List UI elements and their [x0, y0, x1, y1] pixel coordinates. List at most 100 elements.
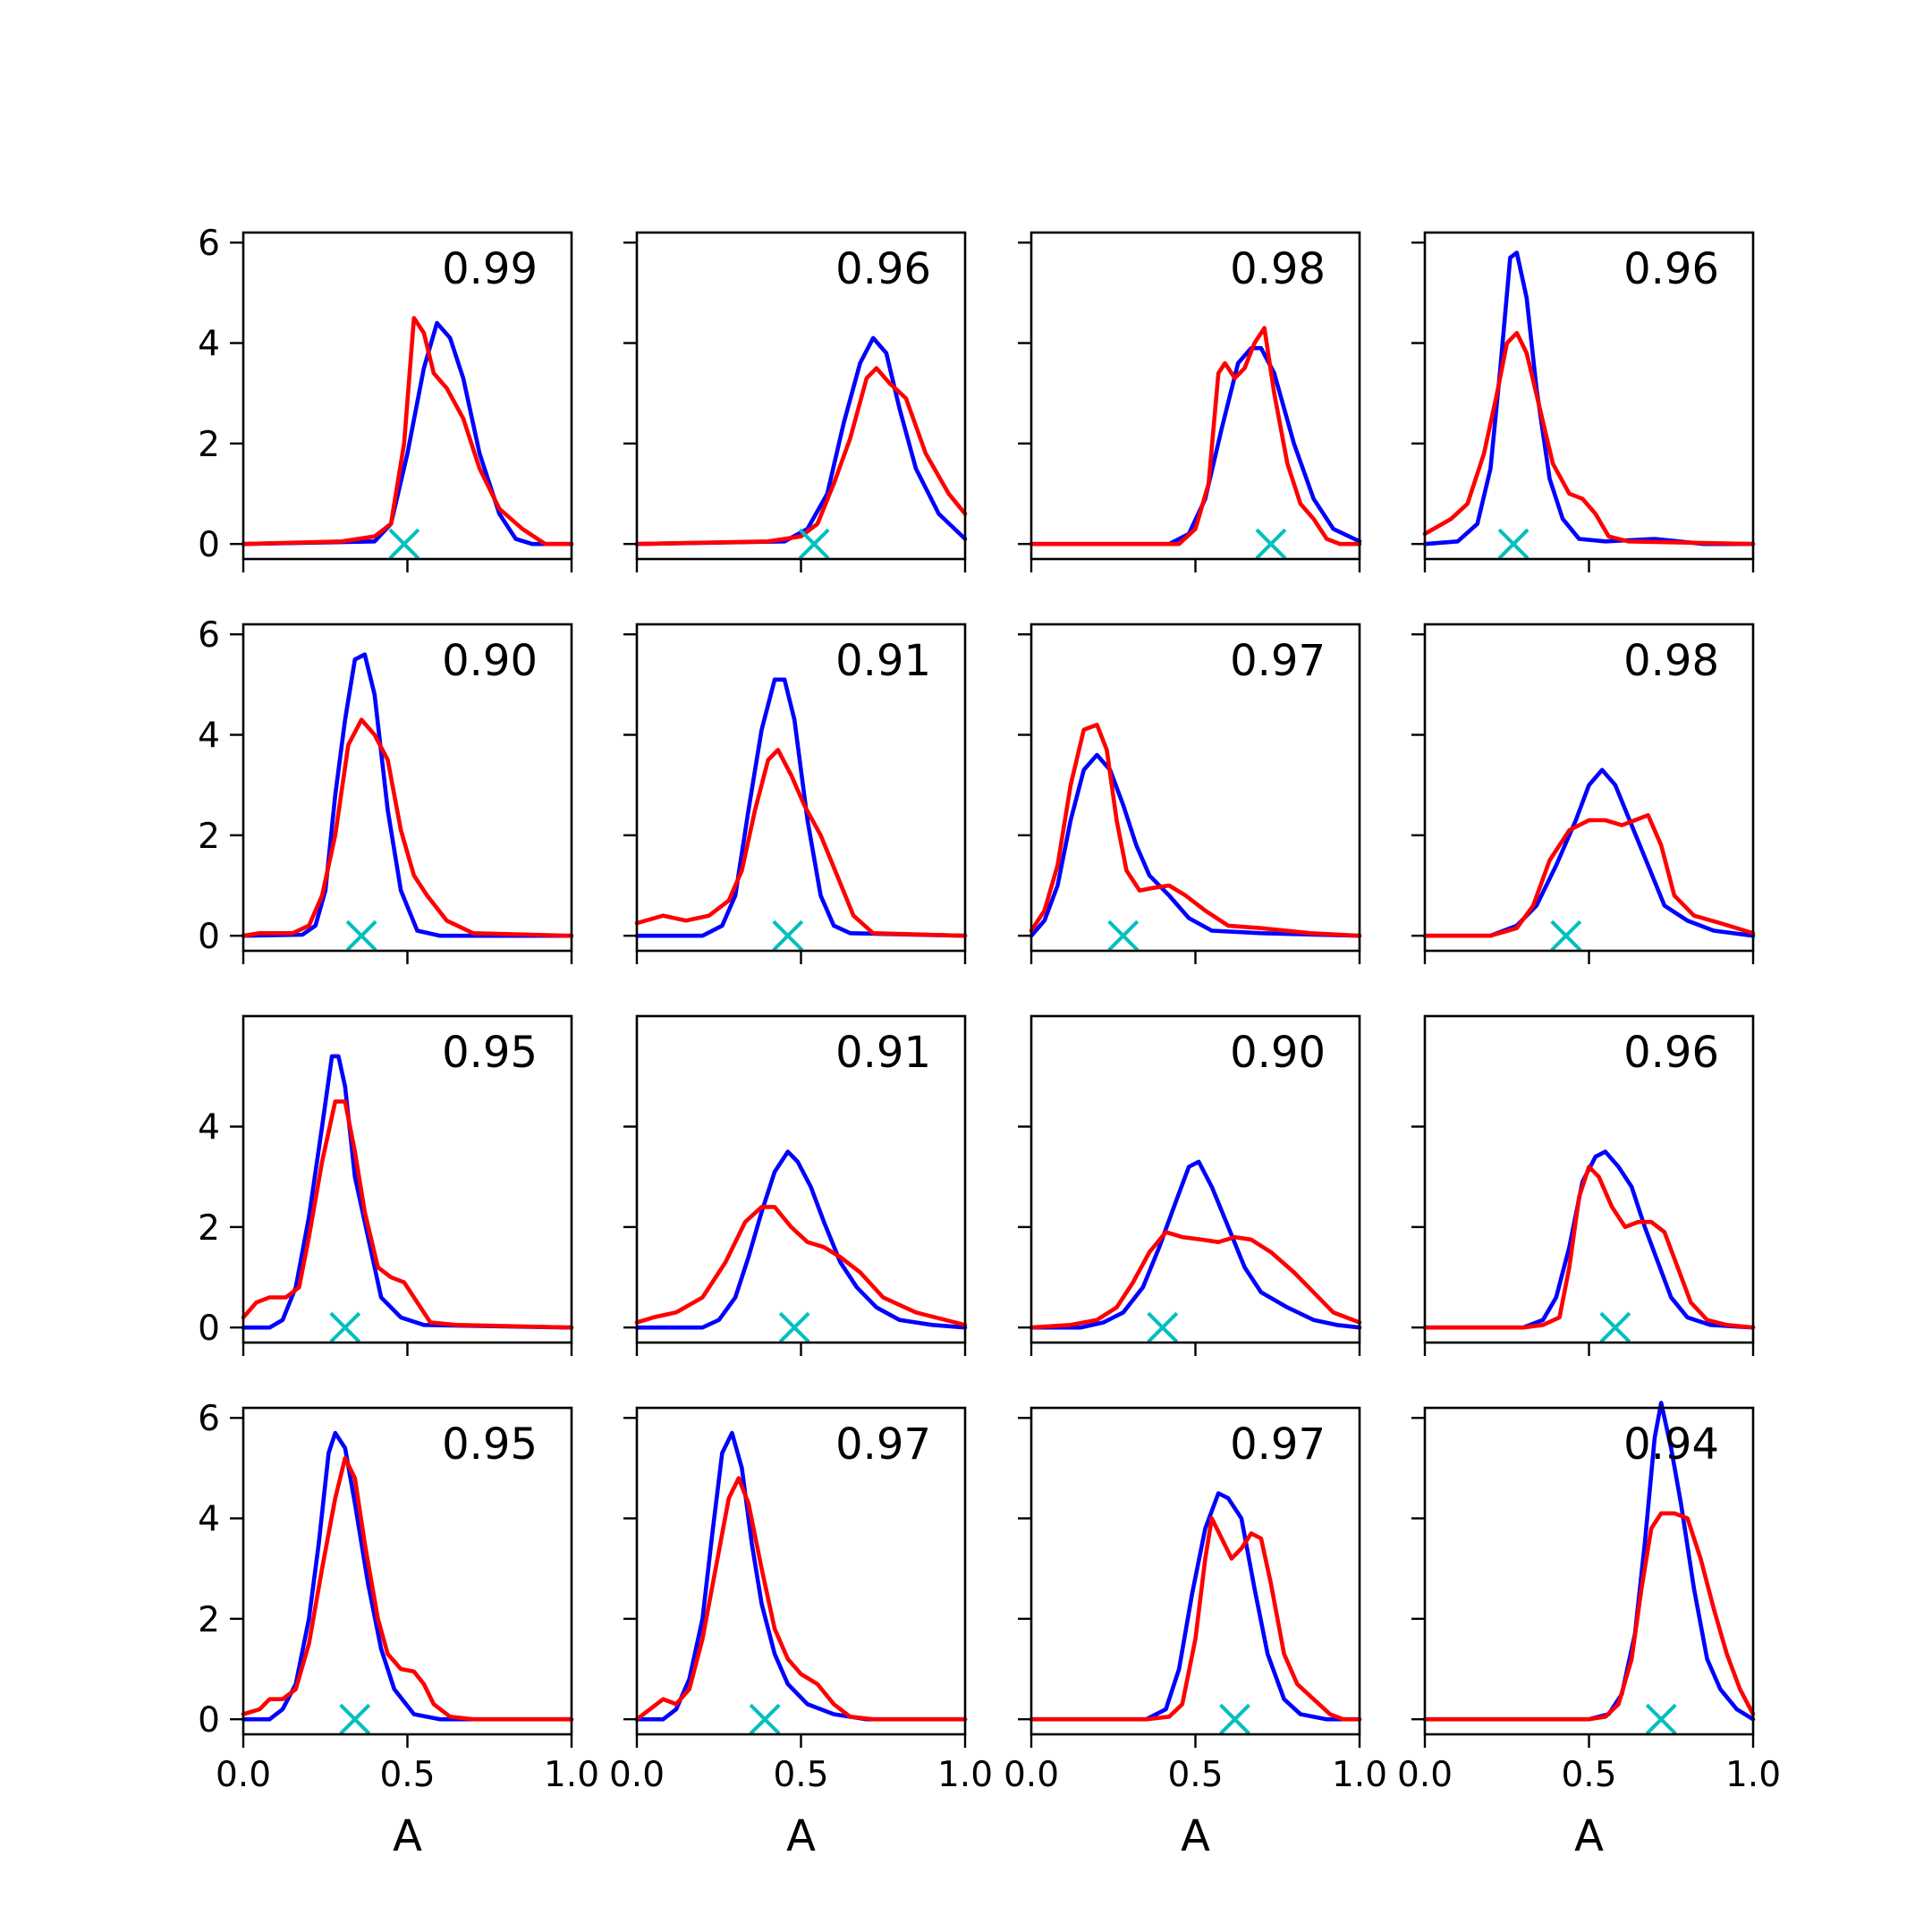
x-tick-label: 0.5: [773, 1755, 828, 1795]
panel-4-3: 0.0 0.5 1.0 0.97 A: [1004, 1406, 1387, 1861]
panel-2-3: 0.97: [1018, 623, 1362, 964]
true-value-marker: [1550, 919, 1582, 952]
panel-4-1: 0.0 0.5 1.0 0 2 4 6 0.95 A: [198, 1399, 599, 1861]
panel-2-1: 0 2 4 6 0.90: [198, 615, 574, 964]
panel-grid: 0 2 4 6 0.99 0.96 0.98 0.96 0 2 4 6 0.90 0.91 0.97 0.98…: [198, 224, 1781, 1861]
panel-value-label: 0.91: [835, 1028, 931, 1078]
true-value-marker: [749, 1703, 781, 1735]
panel-3-3: 0.90: [1018, 1014, 1362, 1356]
blue-density-curve: [241, 652, 574, 938]
panel-value-label: 0.98: [1623, 636, 1719, 686]
panel-value-label: 0.99: [442, 244, 538, 294]
x-axis-label: A: [1574, 1811, 1604, 1861]
red-density-curve: [1029, 722, 1362, 938]
x-tick-label: 1.0: [937, 1755, 993, 1795]
red-density-curve: [241, 316, 574, 547]
blue-density-curve: [634, 677, 968, 938]
true-value-marker: [1147, 1311, 1179, 1343]
panel-4-4: 0.0 0.5 1.0 0.94 A: [1397, 1401, 1781, 1861]
panel-value-label: 0.95: [442, 1419, 538, 1470]
true-value-marker: [798, 528, 830, 560]
x-axis-label: A: [393, 1811, 422, 1861]
red-density-curve: [1029, 1516, 1362, 1722]
x-tick-label: 1.0: [1725, 1755, 1781, 1795]
blue-density-curve: [241, 1054, 574, 1330]
x-tick-label: 0.0: [1004, 1755, 1059, 1795]
true-value-marker: [1599, 1311, 1631, 1343]
x-tick-label: 0.5: [1167, 1755, 1223, 1795]
panel-value-label: 0.98: [1230, 244, 1326, 294]
red-density-curve: [634, 1476, 968, 1722]
panel-value-label: 0.96: [1623, 1028, 1719, 1078]
x-tick-label: 0.0: [1397, 1755, 1453, 1795]
y-tick-label: 0: [198, 1700, 220, 1741]
y-tick-label: 4: [198, 1108, 220, 1148]
true-value-marker: [329, 1311, 361, 1343]
y-tick-label: 0: [198, 1309, 220, 1349]
panel-value-label: 0.95: [442, 1028, 538, 1078]
panel-value-label: 0.90: [442, 636, 538, 686]
panel-value-label: 0.97: [1230, 636, 1326, 686]
x-axis-label: A: [1181, 1811, 1210, 1861]
x-axis-label: A: [786, 1811, 816, 1861]
true-value-marker: [1645, 1703, 1677, 1735]
panel-2-2: 0.91: [623, 623, 968, 964]
x-tick-label: 0.0: [216, 1755, 271, 1795]
blue-density-curve: [634, 335, 968, 547]
red-density-curve: [1029, 1230, 1362, 1330]
true-value-marker: [339, 1703, 371, 1735]
red-density-curve: [241, 1099, 574, 1330]
true-value-marker: [1255, 528, 1287, 560]
red-density-curve: [1422, 813, 1756, 938]
panel-value-label: 0.96: [1623, 244, 1719, 294]
y-tick-label: 2: [198, 1600, 220, 1640]
blue-density-curve: [634, 1149, 968, 1330]
y-tick-label: 4: [198, 716, 220, 757]
y-tick-label: 4: [198, 325, 220, 365]
true-value-marker: [778, 1311, 810, 1343]
y-tick-label: 4: [198, 1500, 220, 1540]
panel-value-label: 0.91: [835, 636, 931, 686]
y-tick-label: 6: [198, 615, 220, 656]
panel-1-2: 0.96: [623, 231, 968, 572]
red-density-curve: [1422, 330, 1756, 547]
panel-3-1: 0 2 4 0.95: [198, 1014, 574, 1356]
x-tick-label: 1.0: [544, 1755, 599, 1795]
panel-3-2: 0.91: [623, 1014, 968, 1356]
true-value-marker: [1497, 528, 1530, 560]
x-tick-label: 0.5: [1561, 1755, 1616, 1795]
y-tick-label: 2: [198, 425, 220, 465]
blue-density-curve: [1029, 1491, 1362, 1722]
y-tick-label: 0: [198, 525, 220, 565]
x-tick-label: 0.5: [379, 1755, 435, 1795]
red-density-curve: [1422, 1511, 1756, 1722]
panel-2-4: 0.98: [1411, 623, 1756, 964]
y-tick-label: 6: [198, 224, 220, 264]
true-value-marker: [345, 919, 377, 952]
panel-3-4: 0.96: [1411, 1014, 1756, 1356]
y-tick-label: 2: [198, 817, 220, 857]
red-density-curve: [1029, 326, 1362, 547]
red-density-curve: [1422, 1165, 1756, 1330]
panel-1-1: 0 2 4 6 0.99: [198, 224, 574, 572]
blue-density-curve: [634, 1430, 968, 1722]
y-tick-label: 0: [198, 917, 220, 957]
red-density-curve: [241, 1455, 574, 1722]
panel-value-label: 0.90: [1230, 1028, 1326, 1078]
true-value-marker: [1219, 1703, 1250, 1735]
true-value-marker: [1107, 919, 1140, 952]
red-density-curve: [634, 748, 968, 938]
blue-density-curve: [1029, 1159, 1362, 1330]
y-tick-label: 2: [198, 1208, 220, 1249]
panel-value-label: 0.97: [835, 1419, 931, 1470]
red-density-curve: [634, 366, 968, 547]
panel-4-2: 0.0 0.5 1.0 0.97 A: [609, 1406, 993, 1861]
red-density-curve: [241, 717, 574, 938]
panel-value-label: 0.94: [1623, 1419, 1719, 1470]
y-tick-label: 6: [198, 1399, 220, 1439]
panel-value-label: 0.97: [1230, 1419, 1326, 1470]
x-tick-label: 1.0: [1332, 1755, 1387, 1795]
panel-1-4: 0.96: [1411, 231, 1756, 572]
panel-1-3: 0.98: [1018, 231, 1362, 572]
